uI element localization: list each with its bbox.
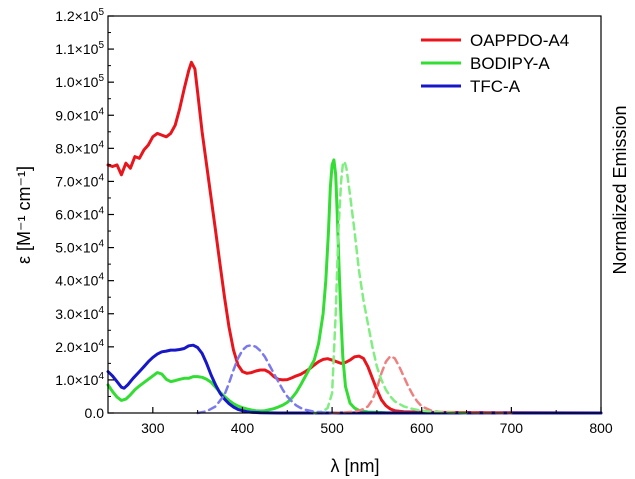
y-tick-label: 9.0×104 <box>55 106 104 123</box>
y-tick-label: 1.1×105 <box>55 40 104 57</box>
x-tick-label: 800 <box>589 420 613 436</box>
y-tick-label: 1.2×105 <box>55 7 104 24</box>
legend-label: BODIPY-A <box>470 54 550 73</box>
bodipy-a-absorption-line-1 <box>106 158 603 415</box>
x-axis-title: λ [nm] <box>330 456 379 476</box>
x-tick-label: 500 <box>320 420 344 436</box>
y-tick-label: 4.0×104 <box>55 272 104 289</box>
plot-series <box>106 60 603 415</box>
x-tick-label: 600 <box>410 420 434 436</box>
y-axis: 0.0 1.0×104 2.0×104 3.0×104 4.0×104 5.0×104 6.… <box>55 7 114 421</box>
y-tick-label: 7.0×104 <box>55 172 104 189</box>
y-tick-label: 5.0×104 <box>55 239 104 256</box>
tfc-a-absorption-line-2 <box>106 343 603 415</box>
legend-label: OAPPDO-A4 <box>470 31 569 50</box>
emission-emission-line-3 <box>330 354 513 415</box>
y-tick-label: 8.0×104 <box>55 139 104 156</box>
emission-emission-line-4 <box>312 160 468 415</box>
y-tick-label: 0.0 <box>85 405 105 421</box>
right-axis-title: Normalized Emission <box>610 105 630 274</box>
x-tick-label: 400 <box>231 420 255 436</box>
y-tick-label: 3.0×104 <box>55 305 104 322</box>
legend: OAPPDO-A4 BODIPY-A TFC-A <box>421 31 569 96</box>
y-tick-label: 1.0×104 <box>55 371 104 388</box>
x-tick-label: 300 <box>141 420 165 436</box>
y-tick-label: 1.0×105 <box>55 73 104 90</box>
legend-label: TFC-A <box>470 77 521 96</box>
y-tick-label: 2.0×104 <box>55 338 104 355</box>
y-axis-title: ε [M⁻¹ cm⁻¹] <box>14 166 34 264</box>
oappdo-a4-absorption-line-0 <box>106 60 603 415</box>
emission-emission-line-5 <box>196 343 334 415</box>
x-tick-label: 700 <box>500 420 524 436</box>
y-tick-label: 6.0×104 <box>55 206 104 223</box>
plot-frame <box>107 15 602 414</box>
x-axis: 300 400 500 600 700 800 <box>107 407 613 436</box>
